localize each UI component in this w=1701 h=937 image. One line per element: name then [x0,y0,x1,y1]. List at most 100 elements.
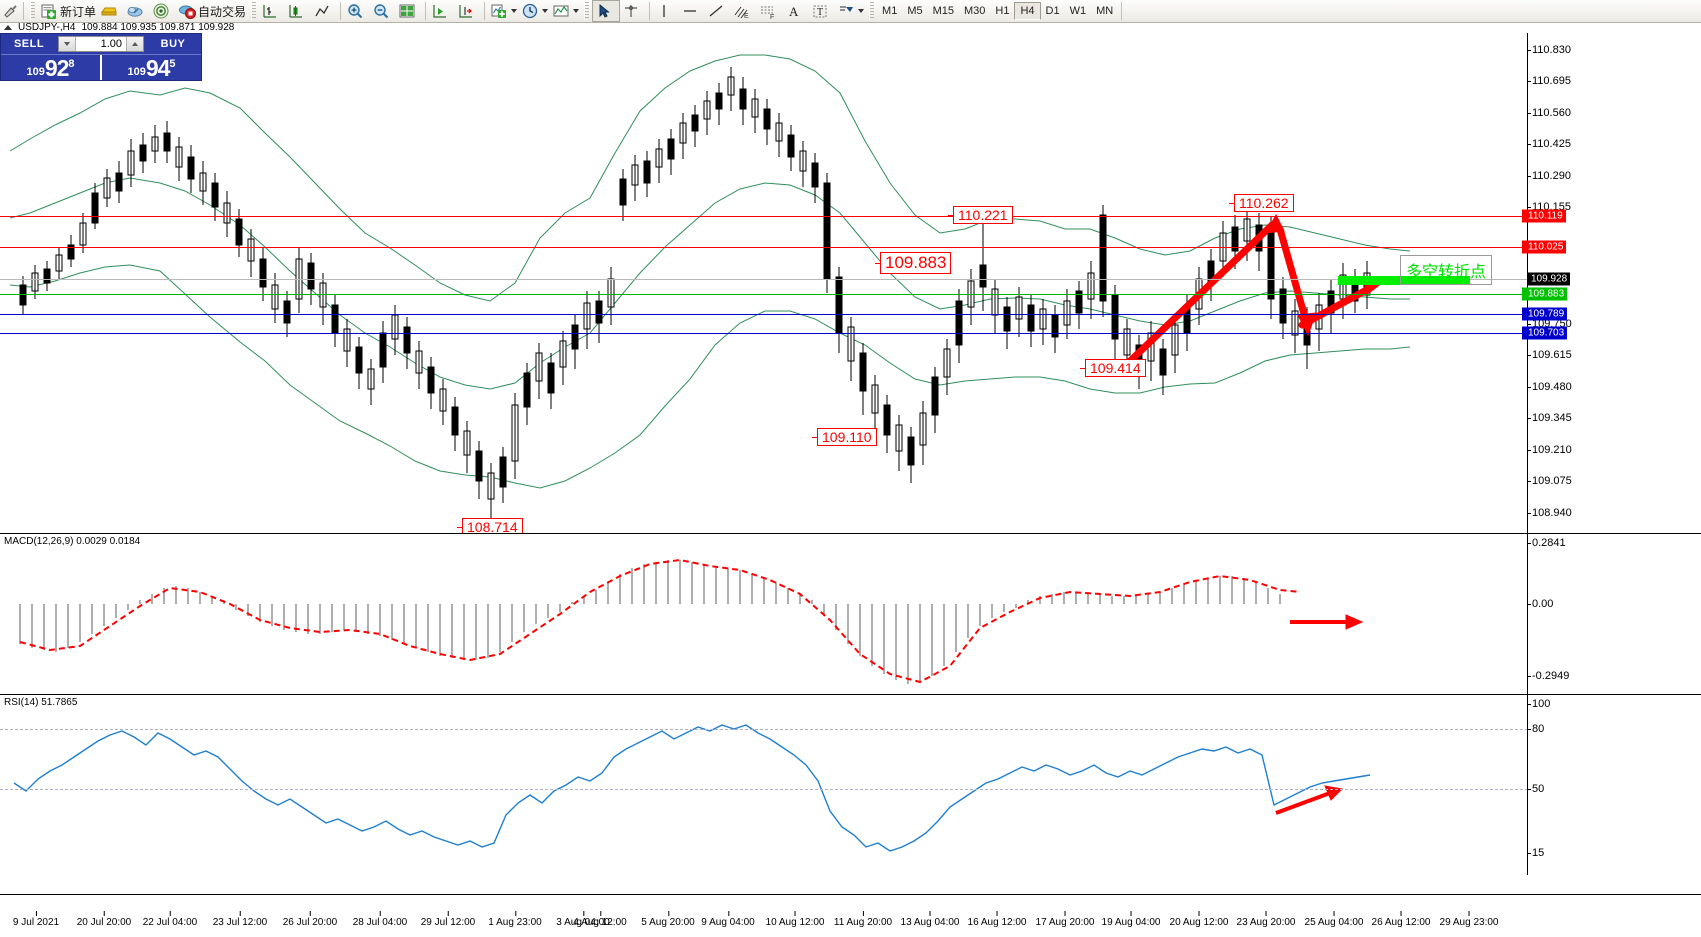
horizontal-line-button[interactable] [679,1,705,21]
text-button[interactable]: A [783,1,809,21]
buy-button[interactable]: BUY [160,38,186,50]
toolbar-grip[interactable] [30,2,35,20]
level-line-110025[interactable] [0,247,1528,248]
timeframe-mn[interactable]: MN [1096,5,1114,17]
backup-button[interactable] [98,1,124,21]
price-y-axis[interactable]: 110.830 110.695 110.560 110.425 110.290 … [1522,33,1701,533]
price-tag-109110[interactable]: 109.110 [812,428,877,446]
price-pane[interactable]: 110.221 110.262 109.883 109.414 109.110 … [0,33,1701,534]
price-label-109789[interactable]: 109.789 [1522,307,1568,321]
price-label-110119[interactable]: 110.119 [1522,209,1566,223]
chevron-down-icon-2[interactable] [542,9,549,13]
time-tick: 9 Jul 2021 [12,911,60,928]
toolbar-grip-2[interactable] [251,2,257,20]
level-line-109703[interactable] [0,333,1528,334]
zoom-in-button[interactable] [344,1,370,21]
bar-chart-button[interactable] [259,1,285,21]
chevron-down-icon-4[interactable] [858,9,865,13]
price-tag-108714[interactable]: 108.714 [457,518,523,533]
metaeditor-button[interactable] [124,1,150,21]
line-chart-button[interactable] [311,1,337,21]
timeframe-d1[interactable]: D1 [1045,5,1060,17]
equidistant-channel-button[interactable]: E [731,1,757,21]
price-label-109883[interactable]: 109.883 [1522,287,1568,301]
turning-point-note[interactable]: 多空转折点 [1400,255,1493,285]
period-button[interactable] [519,1,550,21]
chevron-down-icon-3[interactable] [573,9,580,13]
price-tag-110221[interactable]: 110.221 [948,206,1013,224]
trendline-icon [707,2,725,20]
volume-decrease-button[interactable] [59,37,76,51]
buy-price-main: 94 [145,55,171,81]
indicators-button[interactable] [488,1,519,21]
arrows-button[interactable] [835,1,866,21]
line-chart-icon [313,2,331,20]
price-label-109928[interactable]: 109.928 [1528,272,1571,286]
horizontal-line-icon [681,2,699,20]
fibonacci-button[interactable]: F [757,1,783,21]
macd-y-axis[interactable]: 0.2841 0.00 -0.2949 [1527,534,1701,694]
clock-icon [521,2,539,20]
candlestick-chart-button[interactable] [285,1,311,21]
chart-symbol-header: USDJPY-,H4 109.884 109.935 109.871 109.9… [0,22,1701,33]
timeframe-m15[interactable]: M15 [932,5,954,17]
price-tag-109414[interactable]: 109.414 [1080,359,1146,377]
price-label-110025[interactable]: 110.025 [1522,240,1567,254]
rsi-y-axis[interactable]: 100 80 50 15 [1527,695,1701,875]
timeframe-m30[interactable]: M30 [964,5,986,17]
timeframe-w1[interactable]: W1 [1069,5,1087,17]
level-line-109883[interactable] [0,294,1528,295]
chart-symbol-label: USDJPY-,H4 [18,22,76,33]
rsi-svg [13,724,1371,852]
chart-expand-icon[interactable] [4,25,12,30]
new-order-label: 新订单 [60,4,97,19]
chevron-down-icon[interactable] [511,9,518,13]
timeframe-m1[interactable]: M1 [882,5,898,17]
macd-plot[interactable] [0,534,1528,694]
crosshair-pointer-icon[interactable] [2,2,20,20]
trendline-button[interactable] [705,1,731,21]
sell-button[interactable]: SELL [13,38,45,50]
crosshair-button[interactable] [620,1,646,21]
one-click-trading-panel[interactable]: SELL 1.00 BUY 109 92 8 109 94 5 [0,33,202,81]
tile-windows-button[interactable] [396,1,422,21]
time-axis[interactable]: 9 Jul 2021 20 Jul 20:00 22 Jul 04:00 23 … [0,894,1701,937]
toolbar-grip-4[interactable] [869,2,875,20]
timeframe-h1[interactable]: H1 [995,5,1010,17]
templates-button[interactable] [550,1,581,21]
volume-stepper[interactable]: 1.00 [58,36,144,52]
auto-scroll-button[interactable] [429,1,455,21]
price-label-109703[interactable]: 109.703 [1522,326,1568,340]
chart-shift-button[interactable] [455,1,481,21]
level-line-110119[interactable] [0,216,1528,217]
price-tag-109883[interactable]: 109.883 [874,252,952,274]
zoom-out-button[interactable] [370,1,396,21]
new-order-button[interactable]: 新订单 [38,1,98,21]
sell-price-display[interactable]: 109 92 8 [1,55,102,80]
chart-area[interactable]: USDJPY-,H4 109.884 109.935 109.871 109.9… [0,22,1701,937]
green-band-marker[interactable] [1338,276,1470,285]
level-line-109928[interactable] [0,279,1528,280]
arrows-icon [837,2,855,20]
time-tick: 25 Aug 04:00 [1304,911,1364,928]
timeframe-h4[interactable]: H4 [1014,2,1041,20]
rsi-plot[interactable] [0,695,1528,875]
price-plot[interactable]: 110.221 110.262 109.883 109.414 109.110 … [0,33,1528,533]
buy-price-display[interactable]: 109 94 5 [102,55,201,80]
sell-price-main: 92 [44,55,70,81]
tile-windows-icon [398,2,416,20]
vertical-line-button[interactable] [653,1,679,21]
level-line-109789[interactable] [0,314,1528,315]
signals-button[interactable] [150,1,176,21]
price-tag-110262[interactable]: 110.262 [1229,194,1294,212]
toolbar-grip-3[interactable] [584,2,590,20]
auto-trading-label: 自动交易 [198,4,247,19]
timeframe-m5[interactable]: M5 [907,5,923,17]
volume-increase-button[interactable] [126,37,143,51]
macd-pane[interactable]: MACD(12,26,9) 0.0029 0.0184 [0,534,1701,695]
rsi-pane[interactable]: RSI(14) 51.7865 100 80 50 15 [0,695,1701,875]
text-label-button[interactable]: T [809,1,835,21]
volume-input[interactable]: 1.00 [100,38,122,50]
cursor-button[interactable] [592,0,621,22]
auto-trading-button[interactable]: 自动交易 [176,1,248,21]
